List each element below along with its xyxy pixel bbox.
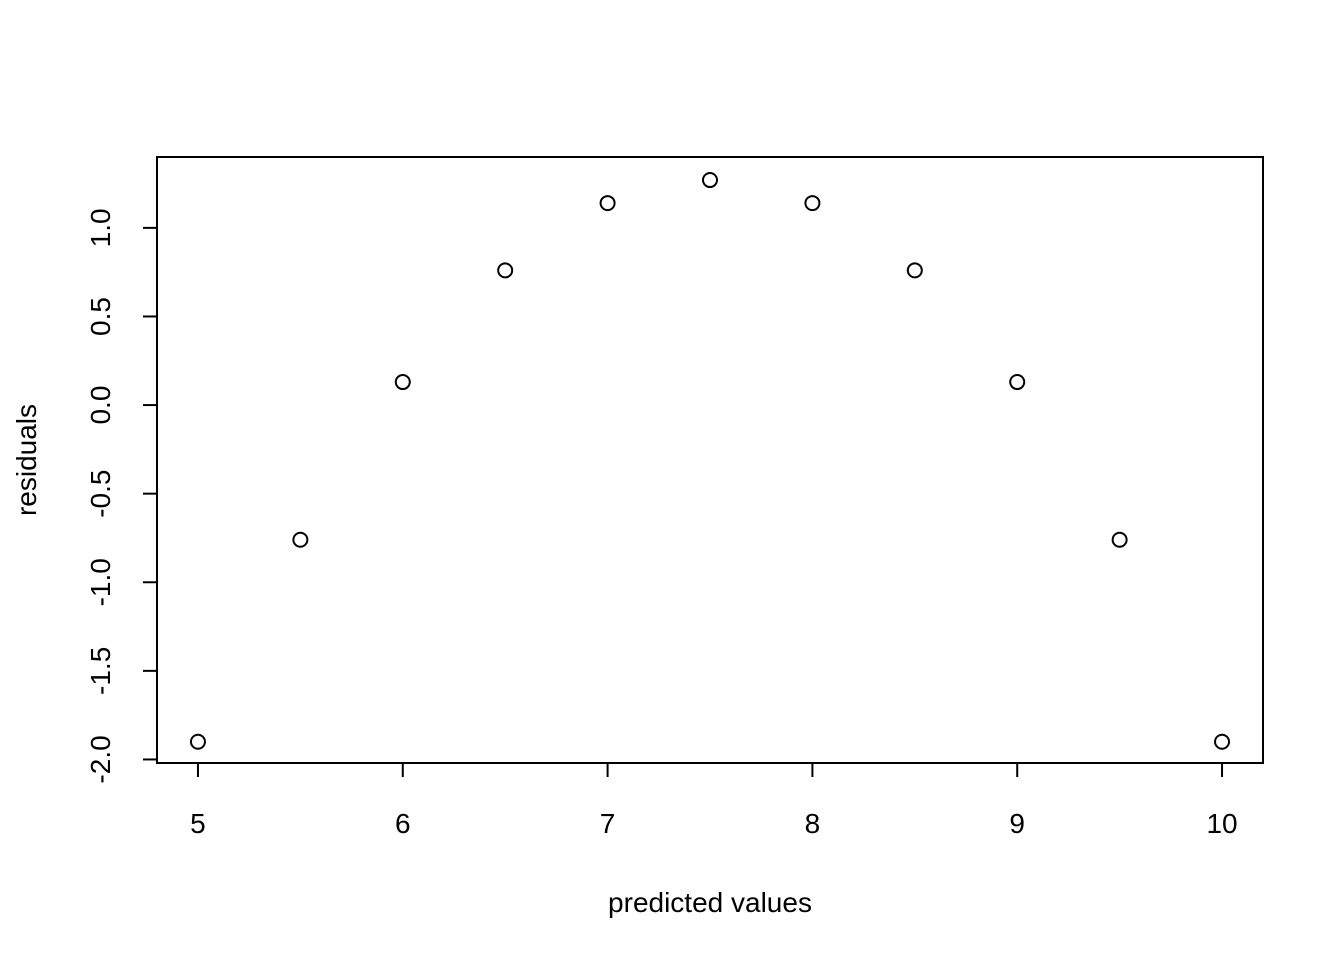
point <box>906 262 923 279</box>
y-tick-label: -1.5 <box>85 647 116 695</box>
point <box>394 374 411 391</box>
x-tick-label: 9 <box>1009 808 1025 839</box>
point <box>599 195 616 212</box>
point <box>702 172 718 189</box>
point <box>1111 531 1128 548</box>
point <box>292 531 309 548</box>
point <box>497 262 514 279</box>
point <box>189 733 206 750</box>
y-tick-label: 0.5 <box>85 297 116 336</box>
point <box>804 195 821 212</box>
y-tick-label: 0.0 <box>85 386 116 425</box>
x-axis-label: predicted values <box>608 887 812 918</box>
y-tick-label: 1.0 <box>85 208 116 247</box>
x-tick-label: 8 <box>805 808 821 839</box>
y-tick-label: -0.5 <box>85 470 116 518</box>
point <box>1214 733 1231 750</box>
y-axis-label: residuals <box>11 404 42 516</box>
x-tick-label: 7 <box>600 808 616 839</box>
point <box>1009 374 1026 391</box>
x-tick-label: 6 <box>395 808 411 839</box>
plot-frame <box>156 156 1264 764</box>
y-tick-label: -2.0 <box>85 735 116 783</box>
x-tick-label: 10 <box>1206 808 1237 839</box>
y-tick-label: -1.0 <box>85 558 116 606</box>
x-tick-label: 5 <box>190 808 206 839</box>
